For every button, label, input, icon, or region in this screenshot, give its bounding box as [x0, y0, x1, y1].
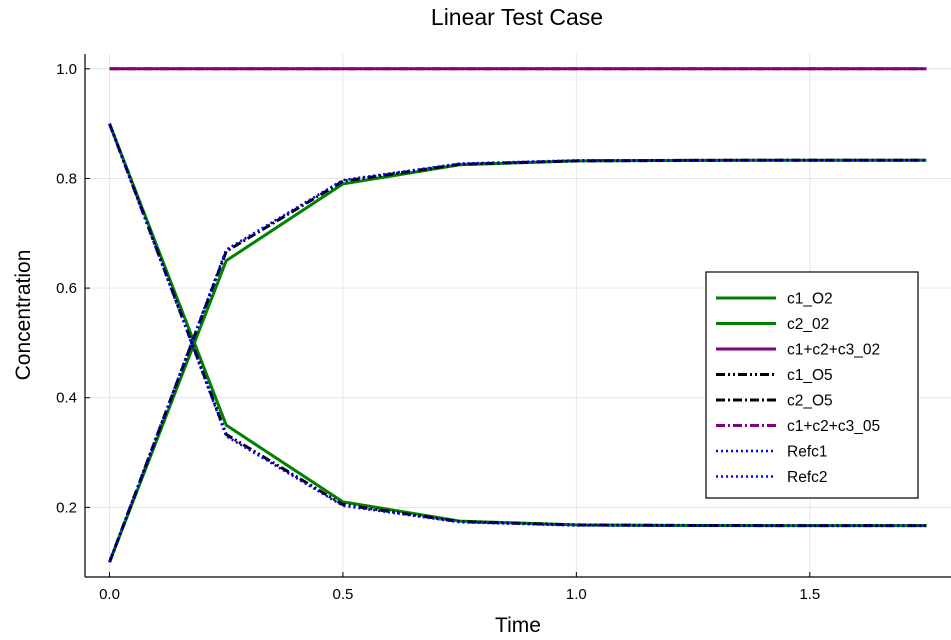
legend-label: c1_O2	[787, 291, 833, 308]
x-tick-label: 0.0	[99, 586, 120, 603]
series-line	[108, 158, 927, 563]
legend: c1_O2 c2_02 c1+c2+c3_02 c1_O5 c2_O5 c1+c2+c3_…	[705, 271, 919, 499]
chart-title: Linear Test Case	[431, 4, 603, 30]
x-axis-title: Time	[495, 614, 541, 637]
ticks: 0.0 0.5 1.0 1.5 0.2 0.4 0.6 0.8 1.0	[56, 61, 820, 603]
x-tick-label: 0.5	[333, 586, 354, 603]
legend-label: Refc2	[787, 469, 828, 486]
legend-label: c2_O5	[787, 393, 833, 410]
y-axis-title: Concentration	[12, 250, 35, 381]
series-line	[108, 123, 927, 527]
x-tick-label: 1.5	[799, 586, 820, 603]
y-tick-label: 0.2	[56, 499, 77, 516]
legend-label: c1+c2+c3_02	[787, 342, 880, 359]
y-tick-label: 1.0	[56, 61, 77, 78]
legend-label: c1_O5	[787, 367, 833, 384]
series-group	[108, 67, 927, 563]
y-tick-label: 0.6	[56, 280, 77, 297]
axes	[84, 54, 951, 578]
y-tick-label: 0.8	[56, 170, 77, 187]
legend-label: Refc1	[787, 444, 828, 461]
legend-label: c1+c2+c3_05	[787, 418, 880, 435]
legend-label: c2_02	[787, 316, 829, 333]
legend-box	[705, 271, 919, 499]
x-tick-label: 1.0	[566, 586, 587, 603]
y-tick-label: 0.4	[56, 390, 77, 407]
